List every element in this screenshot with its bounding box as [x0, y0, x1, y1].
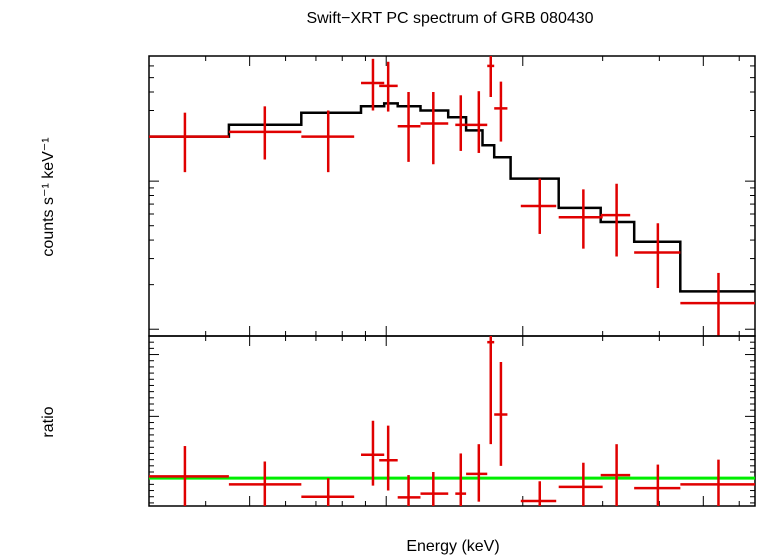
spectrum-data-point: [520, 178, 557, 234]
ratio-data-point: [455, 453, 467, 506]
ratio-data-point: [149, 446, 229, 506]
ratio-data-point: [466, 444, 488, 502]
ratio-data-point: [680, 459, 755, 506]
spectrum-data-point: [455, 95, 467, 151]
spectrum-data-point: [600, 183, 631, 257]
ratio-data-point: [520, 481, 557, 506]
bottom-panel-y-label: ratio: [40, 406, 57, 437]
spectrum-data-point: [228, 106, 302, 160]
ratio-data-point: [600, 444, 631, 506]
ratio-data-point: [494, 361, 508, 466]
ratio-data-point: [487, 336, 495, 445]
ratio-data-point: [558, 462, 603, 506]
spectrum-data-point: [379, 61, 398, 112]
ratio-panel: [148, 335, 756, 507]
spectrum-data-point: [634, 223, 681, 288]
top-panel-y-label: counts s⁻¹ keV⁻¹: [40, 137, 57, 256]
spectrum-data-point: [487, 56, 495, 98]
x-axis-label: Energy (keV): [406, 538, 499, 555]
spectrum-data-point: [149, 112, 229, 173]
spectrum-data-point: [680, 272, 755, 336]
ratio-data-point: [379, 425, 398, 491]
spectrum-data-point: [494, 81, 508, 142]
ratio-data-point: [301, 478, 355, 506]
ratio-frame: [148, 335, 756, 507]
spectrum-data-point: [558, 189, 603, 249]
ratio-data-point: [397, 475, 421, 506]
ratio-data-point: [420, 472, 449, 506]
chart-title: Swift−XRT PC spectrum of GRB 080430: [306, 10, 593, 27]
spectrum-data-point: [301, 110, 355, 173]
ratio-data-point: [634, 464, 681, 506]
spectrum-data-point: [420, 91, 449, 165]
ratio-data-point: [361, 420, 385, 486]
ratio-data-point: [228, 461, 302, 506]
spectrum-data-point: [361, 58, 385, 111]
spectrum-data-point: [466, 91, 488, 153]
spectrum-data-point: [397, 91, 421, 162]
